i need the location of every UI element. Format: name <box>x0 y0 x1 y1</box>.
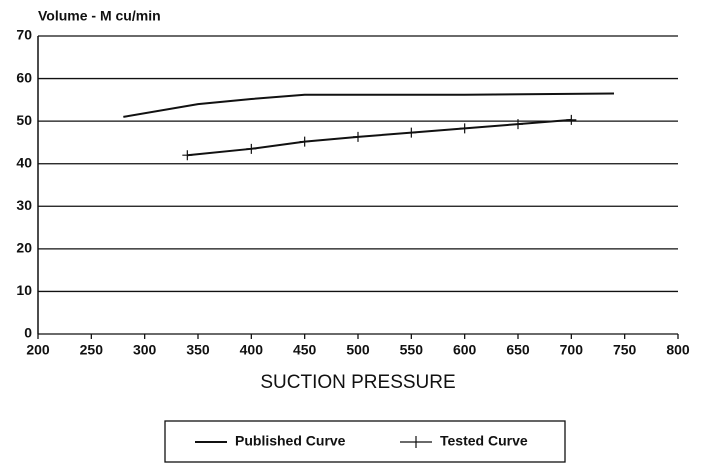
x-tick-label: 400 <box>240 342 264 358</box>
marker <box>246 143 257 154</box>
marker <box>182 150 193 161</box>
x-axis-title: SUCTION PRESSURE <box>260 372 455 393</box>
x-tick-label: 800 <box>666 342 690 358</box>
legend-box <box>164 420 566 463</box>
x-tick-label: 700 <box>560 342 584 358</box>
legend-label: Tested Curve <box>440 433 528 449</box>
y-tick-label: 30 <box>16 197 32 213</box>
x-tick-label: 200 <box>26 342 50 358</box>
x-tick-label: 250 <box>80 342 104 358</box>
y-axis-title: Volume - M cu/min <box>38 8 161 24</box>
series-line <box>123 92 615 118</box>
x-tick-label: 500 <box>346 342 370 358</box>
marker <box>566 114 577 125</box>
marker <box>406 127 417 138</box>
y-tick-label: 40 <box>16 154 32 170</box>
x-tick-label: 650 <box>506 342 530 358</box>
marker <box>353 131 363 142</box>
y-tick-label: 0 <box>24 325 32 341</box>
y-tick-label: 20 <box>16 240 32 256</box>
y-tick-label: 50 <box>16 112 32 128</box>
marker <box>299 136 310 147</box>
series-line <box>187 118 572 157</box>
x-tick-label: 350 <box>186 342 210 358</box>
x-tick-label: 600 <box>453 342 477 358</box>
x-tick-label: 550 <box>400 342 424 358</box>
y-tick-label: 70 <box>16 27 32 43</box>
y-tick-label: 10 <box>16 282 32 298</box>
y-tick-label: 60 <box>16 69 32 85</box>
marker <box>459 123 470 134</box>
x-tick-label: 300 <box>133 342 157 358</box>
marker <box>513 119 523 130</box>
x-tick-label: 750 <box>613 342 637 358</box>
x-tick-label: 450 <box>293 342 317 358</box>
legend-label: Published Curve <box>235 433 346 449</box>
